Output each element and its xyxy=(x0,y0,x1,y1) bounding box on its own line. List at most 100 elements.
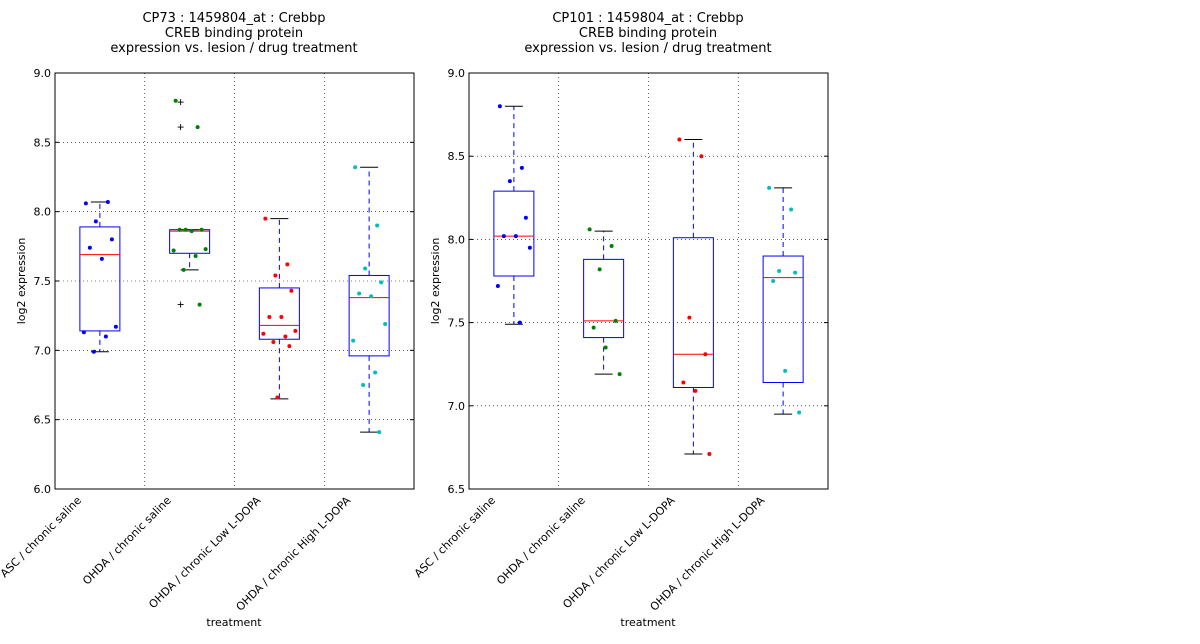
chart-panel-2: CP101 : 1459804_at : Crebbp CREB binding… xyxy=(412,11,829,629)
y-tick-label: 9.0 xyxy=(34,67,52,80)
data-point xyxy=(273,273,278,278)
data-point xyxy=(513,234,518,239)
y-tick-label: 9.0 xyxy=(448,67,466,80)
y-tick-label: 7.5 xyxy=(448,317,466,330)
data-point xyxy=(609,244,614,249)
x-tick-label: ASC / chronic saline xyxy=(412,494,498,580)
data-point xyxy=(93,219,98,224)
data-point xyxy=(351,338,356,343)
y-tick-label: 8.5 xyxy=(448,150,466,163)
data-point xyxy=(517,320,522,325)
data-point xyxy=(693,388,698,393)
data-point xyxy=(289,288,294,293)
data-point xyxy=(279,315,284,320)
data-point xyxy=(113,324,118,329)
data-point xyxy=(103,334,108,339)
data-point xyxy=(285,262,290,267)
data-point xyxy=(767,185,772,190)
y-tick-label: 8.5 xyxy=(34,136,52,149)
box xyxy=(672,237,714,388)
box xyxy=(493,190,535,277)
data-point xyxy=(99,256,104,261)
x-axis-label: treatment xyxy=(620,616,676,629)
data-point xyxy=(771,279,776,283)
data-point xyxy=(519,165,524,170)
y-axis-label: log2 expression xyxy=(15,238,28,325)
plot-area: 6.0 6.5 7.0 7.5 8.0 8.5 9.0 ASC / chronic salin… xyxy=(0,67,415,614)
data-point xyxy=(497,104,502,109)
data-point xyxy=(699,154,704,159)
data-point xyxy=(613,318,618,323)
data-point xyxy=(377,430,382,435)
data-point xyxy=(171,248,176,253)
data-point xyxy=(777,269,782,274)
data-point xyxy=(109,237,114,242)
data-point xyxy=(369,294,374,299)
data-point xyxy=(197,302,202,307)
data-point xyxy=(87,245,92,250)
data-point xyxy=(375,223,380,228)
plot-frame xyxy=(468,72,829,490)
data-point xyxy=(707,452,712,457)
data-point xyxy=(177,227,182,232)
data-point xyxy=(361,383,366,387)
y-tick-label: 7.0 xyxy=(34,344,52,357)
x-tick-label: ASC / chronic saline xyxy=(0,494,84,580)
data-point xyxy=(193,254,198,259)
data-point xyxy=(183,227,188,232)
box xyxy=(79,226,121,332)
y-tick-label: 8.0 xyxy=(448,233,466,246)
data-point xyxy=(275,395,280,400)
data-point xyxy=(195,125,200,130)
data-point xyxy=(373,370,378,375)
data-point xyxy=(353,165,358,170)
data-point xyxy=(687,315,692,320)
y-axis-label: log2 expression xyxy=(429,238,442,325)
data-point xyxy=(501,234,506,239)
data-point xyxy=(681,380,686,385)
data-point xyxy=(363,266,368,271)
data-point xyxy=(603,345,608,350)
data-point xyxy=(267,315,272,320)
data-point xyxy=(703,352,708,357)
chart-title-line-1: CP73 : 1459804_at : Crebbp xyxy=(142,11,325,26)
data-point xyxy=(677,137,682,142)
data-point xyxy=(83,201,88,206)
x-tick-label: OHDA / chronic saline xyxy=(80,494,174,588)
data-point xyxy=(105,199,110,204)
data-point xyxy=(383,321,388,326)
y-tick-label: 6.5 xyxy=(448,483,466,496)
data-point xyxy=(189,229,194,234)
data-point xyxy=(507,179,512,184)
chart-title-line-1: CP101 : 1459804_at : Crebbp xyxy=(552,11,743,26)
box xyxy=(169,229,211,254)
data-point xyxy=(597,267,602,272)
data-point xyxy=(263,216,268,221)
x-axis-label: treatment xyxy=(206,616,262,629)
data-point xyxy=(523,215,528,220)
data-point xyxy=(789,207,794,212)
chart-title-line-2: CREB binding protein xyxy=(165,26,303,41)
data-point xyxy=(173,98,178,103)
box xyxy=(258,287,300,340)
data-point xyxy=(793,270,798,275)
data-point xyxy=(797,410,802,415)
y-tick-label: 6.0 xyxy=(34,483,52,496)
data-point xyxy=(357,291,362,296)
data-point xyxy=(271,340,276,345)
box xyxy=(583,258,625,339)
y-tick-label: 6.5 xyxy=(34,414,52,427)
data-point xyxy=(783,368,788,373)
plot-area: 6.5 7.0 7.5 8.0 8.5 9.0 ASC / chronic salineOH… xyxy=(412,67,829,614)
data-point xyxy=(203,247,208,252)
y-tick-label: 7.0 xyxy=(448,400,466,413)
data-point xyxy=(591,325,596,330)
data-point xyxy=(181,267,186,272)
data-point xyxy=(587,227,592,232)
x-tick-label: OHDA / chronic saline xyxy=(494,494,588,588)
data-point xyxy=(287,344,292,349)
data-point xyxy=(527,245,532,250)
data-point xyxy=(261,331,266,336)
